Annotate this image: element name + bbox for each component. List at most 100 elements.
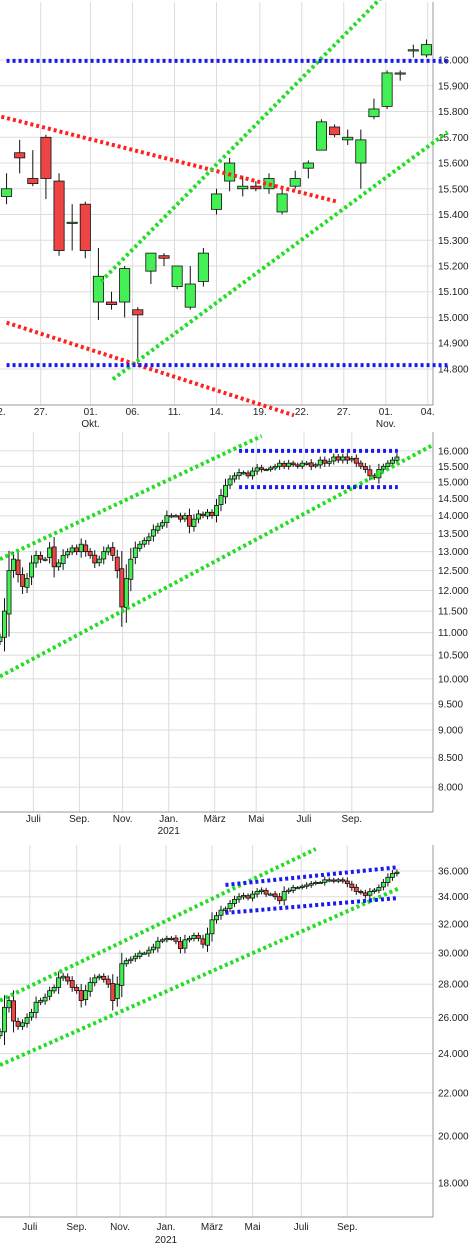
candle-body: [358, 891, 364, 894]
candle-body: [286, 462, 292, 467]
candle-body: [317, 881, 323, 884]
candle-body: [331, 879, 337, 882]
y-tick-label: 15.100: [438, 287, 469, 298]
candle-body: [69, 547, 75, 553]
candle-body: [290, 462, 296, 466]
candle-body: [381, 72, 393, 107]
candle-body: [159, 939, 165, 942]
candle-body: [254, 467, 260, 472]
candle-body: [227, 903, 233, 909]
x-tick-label: 27.: [34, 407, 48, 418]
candle-body: [24, 578, 30, 588]
candle-body: [299, 885, 305, 888]
candle-body: [241, 472, 247, 475]
candle-body: [128, 958, 134, 962]
candle-body: [2, 1006, 7, 1033]
candle-body: [326, 461, 332, 464]
y-tick-label: 14.500: [438, 494, 469, 505]
y-tick-label: 16.000: [438, 56, 469, 67]
x-tick-label: 14.: [210, 407, 224, 418]
x-tick-label: Jan.: [159, 814, 178, 825]
candle-body: [0, 636, 3, 642]
candle-body: [420, 44, 432, 56]
y-tick-label: 24.000: [438, 1049, 469, 1060]
candle-body: [114, 556, 120, 572]
candle-body: [105, 978, 111, 985]
candle-body: [227, 478, 233, 486]
candle-body: [394, 871, 400, 874]
candle-body: [56, 562, 62, 568]
candle-body: [106, 301, 118, 306]
x-tick-label: Mai: [248, 814, 264, 825]
candle-body: [110, 983, 116, 1001]
trend-line: [225, 865, 399, 887]
candle-body: [164, 937, 170, 941]
candle-body: [177, 941, 183, 950]
candle-body: [407, 49, 419, 52]
candle-body: [173, 515, 179, 518]
candle-body: [47, 547, 53, 558]
candle-body: [308, 462, 314, 467]
candle-body: [146, 949, 152, 954]
trend-line: [225, 896, 399, 915]
candle-body: [326, 879, 332, 882]
y-tick-label: 28.000: [438, 980, 469, 991]
candle-body: [281, 891, 287, 901]
candle-body: [281, 463, 287, 467]
candle-body: [51, 987, 57, 992]
x-tick-label: 11.: [168, 407, 181, 418]
candle-body: [132, 955, 138, 960]
x-tick-label: 22.: [295, 407, 309, 418]
candle-body: [389, 459, 395, 464]
candle-body: [33, 554, 39, 564]
y-tick-label: 32.000: [438, 920, 469, 931]
candle-body: [232, 475, 238, 480]
candle-body: [27, 178, 39, 185]
candle-body: [209, 511, 215, 517]
candle-body: [263, 469, 269, 472]
trend-line: [0, 114, 338, 204]
candle-body: [74, 986, 80, 992]
candle-body: [344, 456, 350, 461]
candle-body: [304, 462, 310, 465]
candle-body: [335, 879, 341, 882]
candle-body: [155, 940, 161, 949]
candle-body: [191, 518, 197, 527]
candle-body: [331, 456, 337, 462]
candle-body: [92, 275, 104, 303]
candle-body: [137, 952, 143, 957]
candle-body: [168, 515, 174, 518]
candle-body: [380, 881, 386, 888]
x-tick-year-label: Okt.: [81, 419, 99, 430]
candle-body: [173, 937, 179, 942]
candle-body: [184, 283, 196, 308]
x-tick-label: Mai: [245, 1222, 261, 1233]
candle-body: [286, 889, 292, 892]
candle-body: [96, 975, 102, 979]
candle-body: [195, 513, 201, 520]
candle-body: [200, 513, 206, 517]
candle-body: [14, 152, 26, 159]
x-tick-year-label: 2021: [155, 1235, 178, 1246]
y-tick-label: 14.000: [438, 511, 469, 522]
candle-body: [186, 514, 192, 527]
candle-body: [299, 462, 305, 467]
candle-body: [232, 898, 238, 904]
candle-body: [245, 472, 251, 477]
x-tick-label: Sep.: [66, 1222, 87, 1233]
candle-body: [245, 895, 251, 899]
candle-body: [132, 309, 144, 316]
candle-body: [150, 946, 156, 951]
candle-body: [0, 1031, 3, 1037]
candle-body: [38, 555, 44, 560]
chart-panel-weekly-index-b: 36.000 34.000 32.000 30.000 28.000 26.000 24.0…: [0, 845, 475, 1250]
candle-body: [145, 252, 157, 272]
y-tick-label: 11.500: [438, 607, 468, 618]
y-tick-label: 34.000: [438, 892, 469, 903]
candle-body: [38, 1000, 44, 1003]
candle-body: [65, 976, 71, 982]
candle-body: [56, 977, 62, 988]
candle-body: [302, 162, 314, 169]
candle-body: [210, 193, 223, 210]
y-tick-label: 14.900: [438, 339, 469, 350]
